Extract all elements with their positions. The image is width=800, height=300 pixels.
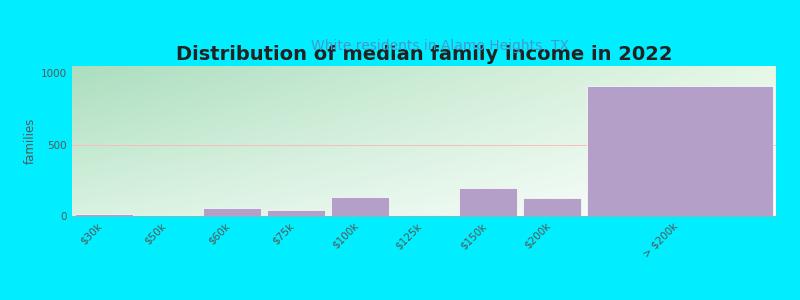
Bar [459, 188, 517, 216]
Bar [267, 210, 325, 216]
Title: Distribution of median family income in 2022: Distribution of median family income in … [176, 45, 672, 64]
Bar [523, 198, 581, 216]
Bar [203, 208, 261, 216]
Bar [331, 197, 389, 216]
Bar [395, 214, 453, 216]
Bar [587, 86, 773, 216]
Text: White residents in Alamo Heights, TX: White residents in Alamo Heights, TX [311, 39, 569, 53]
Y-axis label: families: families [24, 118, 37, 164]
Bar [75, 214, 133, 216]
